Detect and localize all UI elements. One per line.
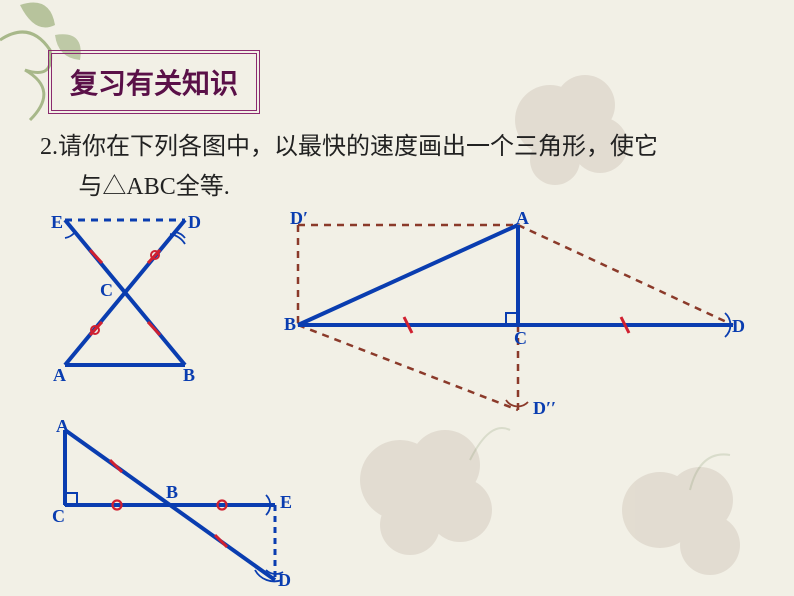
fig2-label-A: A	[516, 208, 529, 229]
fig3-label-B: B	[166, 482, 178, 503]
fig3-label-C: C	[52, 506, 65, 527]
fig2-label-B: B	[284, 314, 296, 335]
figure-1: A B C D E	[55, 210, 245, 380]
fig1-label-E: E	[51, 212, 63, 233]
question-text: 2.请你在下列各图中，以最快的速度画出一个三角形，使它 与△ABC全等.	[40, 128, 658, 207]
question-line1: 2.请你在下列各图中，以最快的速度画出一个三角形，使它	[40, 128, 658, 168]
fig2-label-Dp: D′	[290, 208, 308, 229]
fig3-label-E: E	[280, 492, 292, 513]
fig1-label-C: C	[100, 280, 113, 301]
fig1-label-B: B	[183, 365, 195, 386]
fig2-label-D: D	[732, 316, 745, 337]
title-box: 复习有关知识	[48, 50, 260, 114]
fig3-label-D: D	[278, 570, 291, 591]
fig2-label-C: C	[514, 328, 527, 349]
fig2-label-Dpp: D′′	[533, 398, 556, 419]
fig1-label-A: A	[53, 365, 66, 386]
figure-3: A B C D E	[50, 420, 310, 590]
fig1-label-D: D	[188, 212, 201, 233]
fig3-label-A: A	[56, 416, 69, 437]
title-text: 复习有关知识	[70, 69, 238, 100]
figure-2: A B C D D′ D′′	[288, 210, 758, 420]
question-line2: 与△ABC全等.	[40, 168, 658, 208]
